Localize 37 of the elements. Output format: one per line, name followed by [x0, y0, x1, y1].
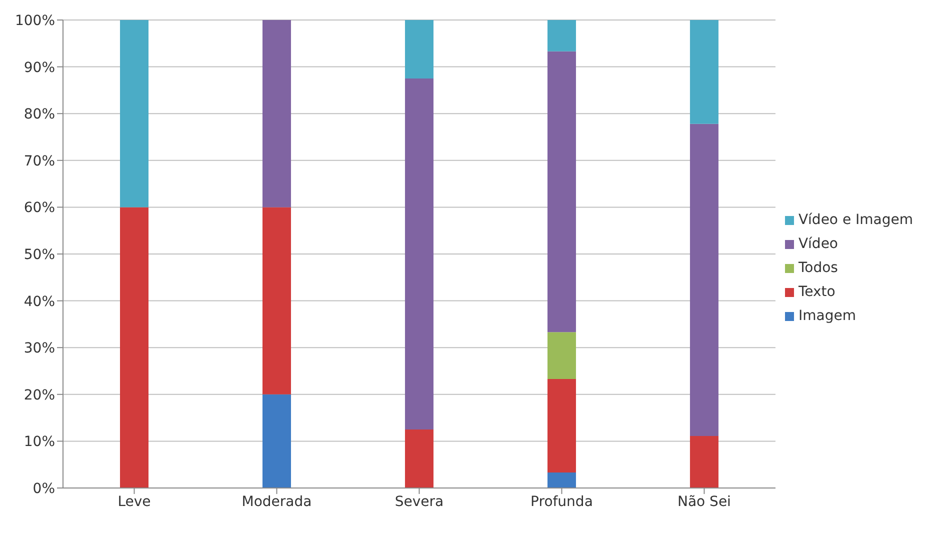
y-tick-label: 0%: [32, 480, 55, 497]
x-tick-label: Moderada: [242, 494, 312, 510]
legend-label: Vídeo e Imagem: [798, 212, 913, 228]
y-tick-label: 100%: [14, 12, 55, 29]
legend-label: Texto: [798, 284, 836, 300]
bar: [404, 78, 434, 430]
bar: [120, 207, 148, 488]
bar: [404, 430, 434, 488]
x-tick-label: Severa: [394, 494, 444, 510]
bar: [120, 20, 148, 208]
bar: [690, 436, 718, 488]
bar: [262, 394, 291, 488]
x-tick-label: Profunda: [530, 494, 593, 510]
bar: [262, 20, 291, 208]
y-tick-label: 50%: [24, 246, 55, 263]
bar: [547, 472, 576, 488]
y-tick-label: 30%: [24, 340, 55, 357]
y-tick-label: 60%: [24, 200, 55, 216]
bar: [690, 124, 718, 436]
x-tick-label: Não Sei: [677, 494, 731, 510]
bar: [262, 207, 291, 394]
legend-label: Todos: [798, 260, 838, 276]
y-tick-label: 90%: [24, 60, 55, 76]
y-tick-label: 80%: [24, 106, 55, 123]
bar: [690, 20, 718, 124]
y-tick-label: 20%: [24, 387, 55, 404]
bar: [547, 332, 576, 379]
legend-label: Imagem: [798, 308, 856, 324]
bar: [547, 378, 576, 473]
y-tick-label: 40%: [24, 294, 55, 310]
y-tick-label: 10%: [24, 434, 55, 450]
y-tick-label: 70%: [24, 153, 55, 170]
bar: [547, 20, 576, 52]
x-tick-label: Leve: [118, 494, 151, 510]
bar: [404, 20, 434, 78]
bar: [547, 51, 576, 332]
legend-label: Vídeo: [798, 236, 838, 252]
